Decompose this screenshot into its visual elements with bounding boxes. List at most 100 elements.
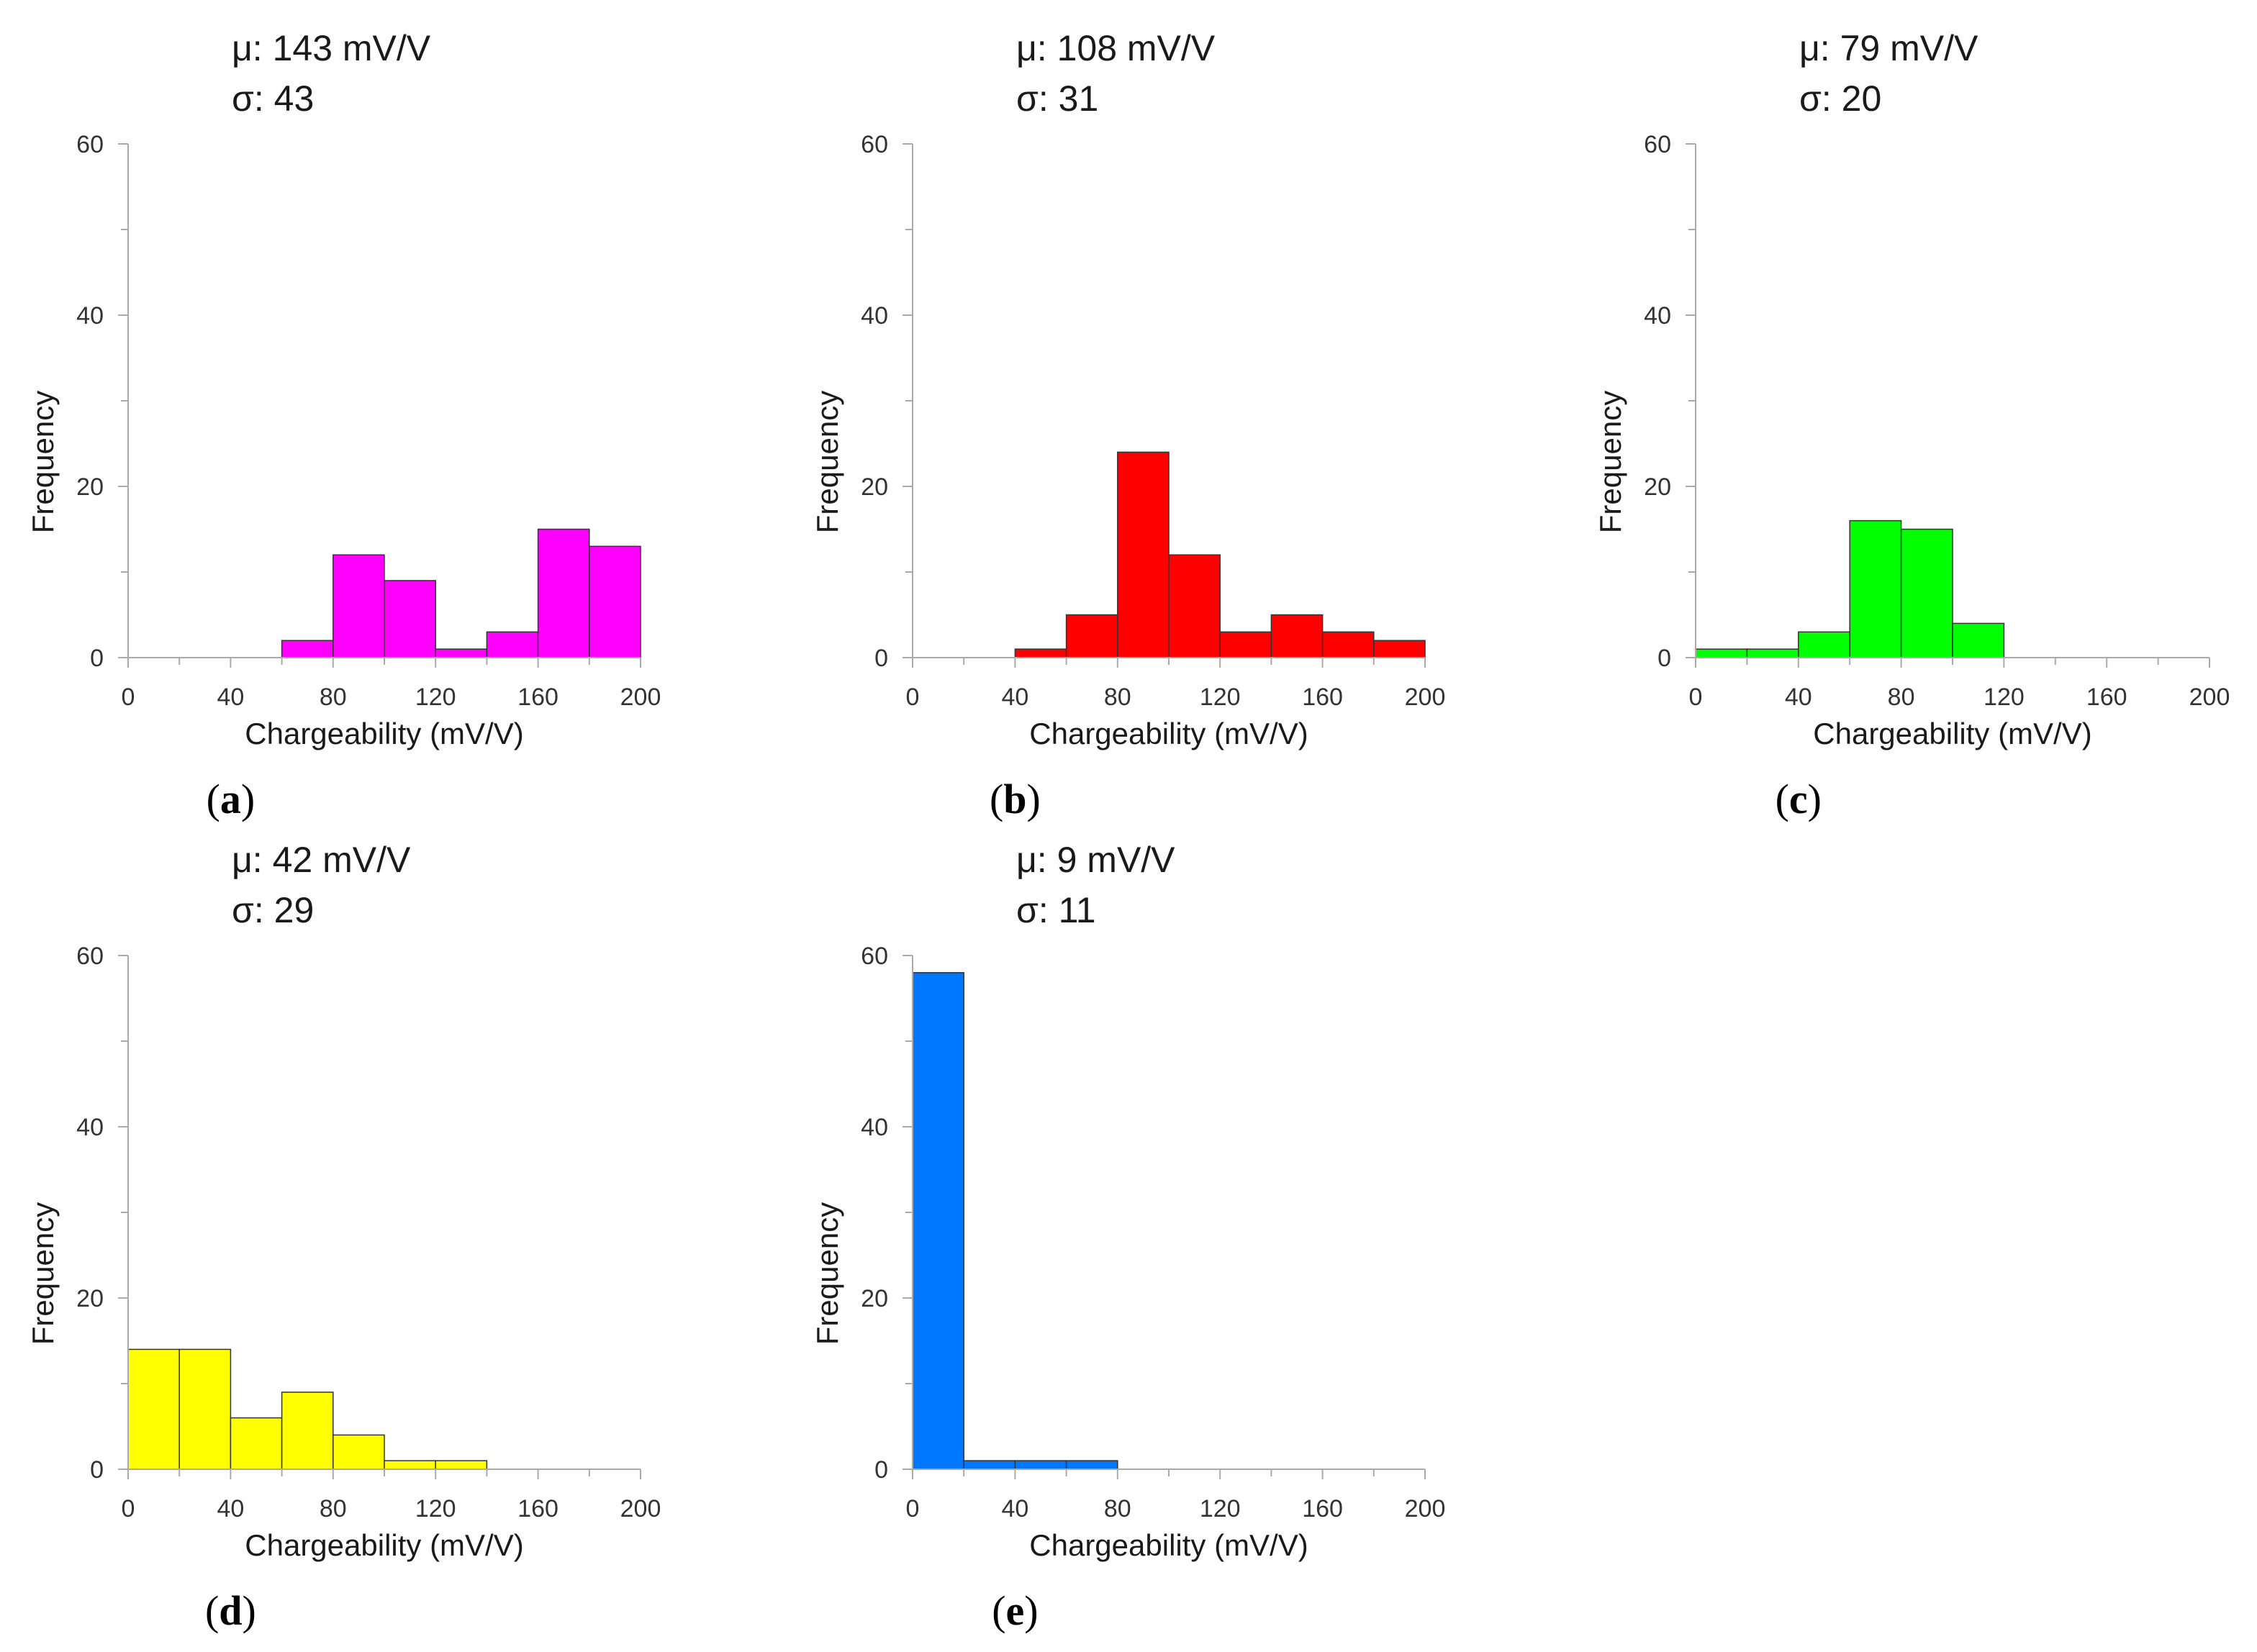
panel-d-bar-20-40 xyxy=(178,1348,232,1470)
panel-b-bar-140-160 xyxy=(1270,614,1324,658)
panel-b-x-tick-label: 40 xyxy=(1001,684,1028,711)
panel-b-bar-40-60 xyxy=(1014,648,1067,658)
panel-a-bar-80-100 xyxy=(333,554,385,658)
panel-a-y-tick-label: 60 xyxy=(76,131,104,158)
panel-b-bar-80-100 xyxy=(1117,451,1170,658)
panel-a-mean: μ: 143 mV/V xyxy=(232,28,431,68)
panel-e-y-tick-label: 0 xyxy=(874,1456,888,1484)
panel-d-bar-80-100 xyxy=(333,1434,385,1470)
panel-d: μ: 42 mV/V σ: 29 0 40 80 120 160 200 0 20 40 60 Char… xyxy=(26,840,661,1634)
panel-c-x-tick-label: 160 xyxy=(2086,684,2127,711)
panel-c-label: (c) xyxy=(1776,776,1822,822)
panel-b-bar-100-120 xyxy=(1168,554,1221,658)
panel-b-x-tick-label: 0 xyxy=(906,684,920,711)
panel-b-x-tick-label: 120 xyxy=(1200,684,1241,711)
panel-b: μ: 108 mV/V σ: 31 0 40 80 120 160 200 0 20 40 60 Cha… xyxy=(810,28,1445,822)
panel-d-y-tick-label: 0 xyxy=(90,1456,104,1484)
panel-b-y-tick-label: 0 xyxy=(874,645,888,672)
panel-a-x-axis-label: Chargeability (mV/V) xyxy=(245,717,523,750)
panel-e-y-tick-label: 60 xyxy=(861,943,888,970)
panel-b-label: (b) xyxy=(990,776,1041,822)
panel-a-y-tick-label: 0 xyxy=(90,645,104,672)
panel-d-std: σ: 29 xyxy=(232,890,314,930)
panel-d-x-tick-label: 0 xyxy=(122,1495,135,1522)
panel-d-bars xyxy=(127,1348,488,1470)
panel-c-mean: μ: 79 mV/V xyxy=(1799,28,1978,68)
panel-c-x-tick-label: 120 xyxy=(1984,684,2025,711)
panel-d-y-tick-label: 20 xyxy=(76,1285,104,1312)
panel-b-x-tick-label: 200 xyxy=(1405,684,1446,711)
panel-e-x-tick-label: 160 xyxy=(1302,1495,1343,1522)
panel-d-x-tick-label: 40 xyxy=(217,1495,244,1522)
panel-c-y-tick-label: 40 xyxy=(1644,302,1671,330)
panel-e-y-axis-label: Frequency xyxy=(810,1202,844,1345)
panel-a-y-tick-label: 40 xyxy=(76,302,104,330)
panel-e-x-axis-label: Chargeability (mV/V) xyxy=(1029,1528,1308,1562)
panel-c-bar-60-80 xyxy=(1849,519,1902,658)
panel-b-y-axis-label: Frequency xyxy=(810,391,844,533)
panel-a-x-tick-label: 40 xyxy=(217,684,244,711)
panel-e-std: σ: 11 xyxy=(1016,890,1096,930)
panel-c-x-tick-label: 0 xyxy=(1689,684,1703,711)
panel-e-y-tick-label: 20 xyxy=(861,1285,888,1312)
panel-e: μ: 9 mV/V σ: 11 0 40 80 120 160 200 0 20 40 60 Charg… xyxy=(810,840,1445,1634)
panel-b-y-tick-label: 20 xyxy=(861,473,888,501)
panel-e-x-tick-label: 40 xyxy=(1001,1495,1028,1522)
panel-d-y-tick-label: 40 xyxy=(76,1114,104,1141)
panel-e-bar-20-40 xyxy=(963,1460,1016,1470)
panel-d-bar-120-140 xyxy=(435,1460,488,1470)
panel-d-label: (d) xyxy=(205,1587,256,1634)
panel-d-x-tick-label: 200 xyxy=(620,1495,661,1522)
panel-c-bar-0-20 xyxy=(1695,648,1748,658)
panel-a-y-axis-label: Frequency xyxy=(26,391,60,533)
panel-b-bar-120-140 xyxy=(1219,631,1272,658)
panel-b-x-axis-label: Chargeability (mV/V) xyxy=(1029,717,1308,750)
panel-a-bar-60-80 xyxy=(281,640,334,658)
panel-a-x-tick-label: 0 xyxy=(122,684,135,711)
panel-e-x-tick-label: 0 xyxy=(906,1495,920,1522)
panel-c-y-tick-label: 20 xyxy=(1644,473,1671,501)
panel-e-bar-60-80 xyxy=(1065,1460,1118,1470)
panel-c-bar-20-40 xyxy=(1746,648,1799,658)
panel-e-bar-40-60 xyxy=(1014,1460,1067,1470)
panel-e-bar-0-20 xyxy=(912,972,964,1470)
panel-e-label: (e) xyxy=(992,1587,1038,1634)
panel-e-x-tick-label: 80 xyxy=(1104,1495,1131,1522)
panel-c-std: σ: 20 xyxy=(1799,78,1881,119)
panel-d-bar-0-20 xyxy=(127,1348,180,1470)
panel-a-x-tick-label: 120 xyxy=(415,684,456,711)
panel-d-bar-60-80 xyxy=(281,1392,334,1470)
panel-a-bar-180-200 xyxy=(589,545,641,658)
panel-e-mean: μ: 9 mV/V xyxy=(1016,840,1175,880)
panel-e-y-tick-label: 40 xyxy=(861,1114,888,1141)
panel-b-bar-180-200 xyxy=(1373,640,1426,658)
panel-c-y-tick-label: 60 xyxy=(1644,131,1671,158)
panel-e-x-tick-label: 200 xyxy=(1405,1495,1446,1522)
panel-a-bar-140-160 xyxy=(486,631,539,658)
panel-a-y-tick-label: 20 xyxy=(76,473,104,501)
panel-b-bar-160-180 xyxy=(1321,631,1375,658)
panel-c-x-tick-label: 80 xyxy=(1888,684,1915,711)
panel-d-bar-40-60 xyxy=(230,1417,283,1470)
panel-a-x-tick-label: 80 xyxy=(320,684,347,711)
panel-d-x-tick-label: 80 xyxy=(320,1495,347,1522)
panel-c-x-axis-label: Chargeability (mV/V) xyxy=(1813,717,2091,750)
panel-a-std: σ: 43 xyxy=(232,78,314,119)
panel-a-bar-160-180 xyxy=(537,528,590,658)
panel-c-y-tick-label: 0 xyxy=(1657,645,1671,672)
panel-a-bar-100-120 xyxy=(384,580,436,658)
panel-c-bar-100-120 xyxy=(1952,622,2005,658)
panel-b-x-tick-label: 80 xyxy=(1104,684,1131,711)
panel-b-mean: μ: 108 mV/V xyxy=(1016,28,1216,68)
panel-d-bar-100-120 xyxy=(384,1460,436,1470)
panel-b-bars xyxy=(1014,451,1426,658)
panel-d-y-axis-label: Frequency xyxy=(26,1202,60,1345)
panel-d-x-axis-label: Chargeability (mV/V) xyxy=(245,1528,523,1562)
panel-b-y-tick-label: 40 xyxy=(861,302,888,330)
panel-c-bar-40-60 xyxy=(1798,631,1850,658)
panel-a-x-tick-label: 160 xyxy=(517,684,558,711)
panel-e-x-tick-label: 120 xyxy=(1200,1495,1241,1522)
panel-a-label: (a) xyxy=(207,776,255,822)
panel-b-x-tick-label: 160 xyxy=(1302,684,1343,711)
